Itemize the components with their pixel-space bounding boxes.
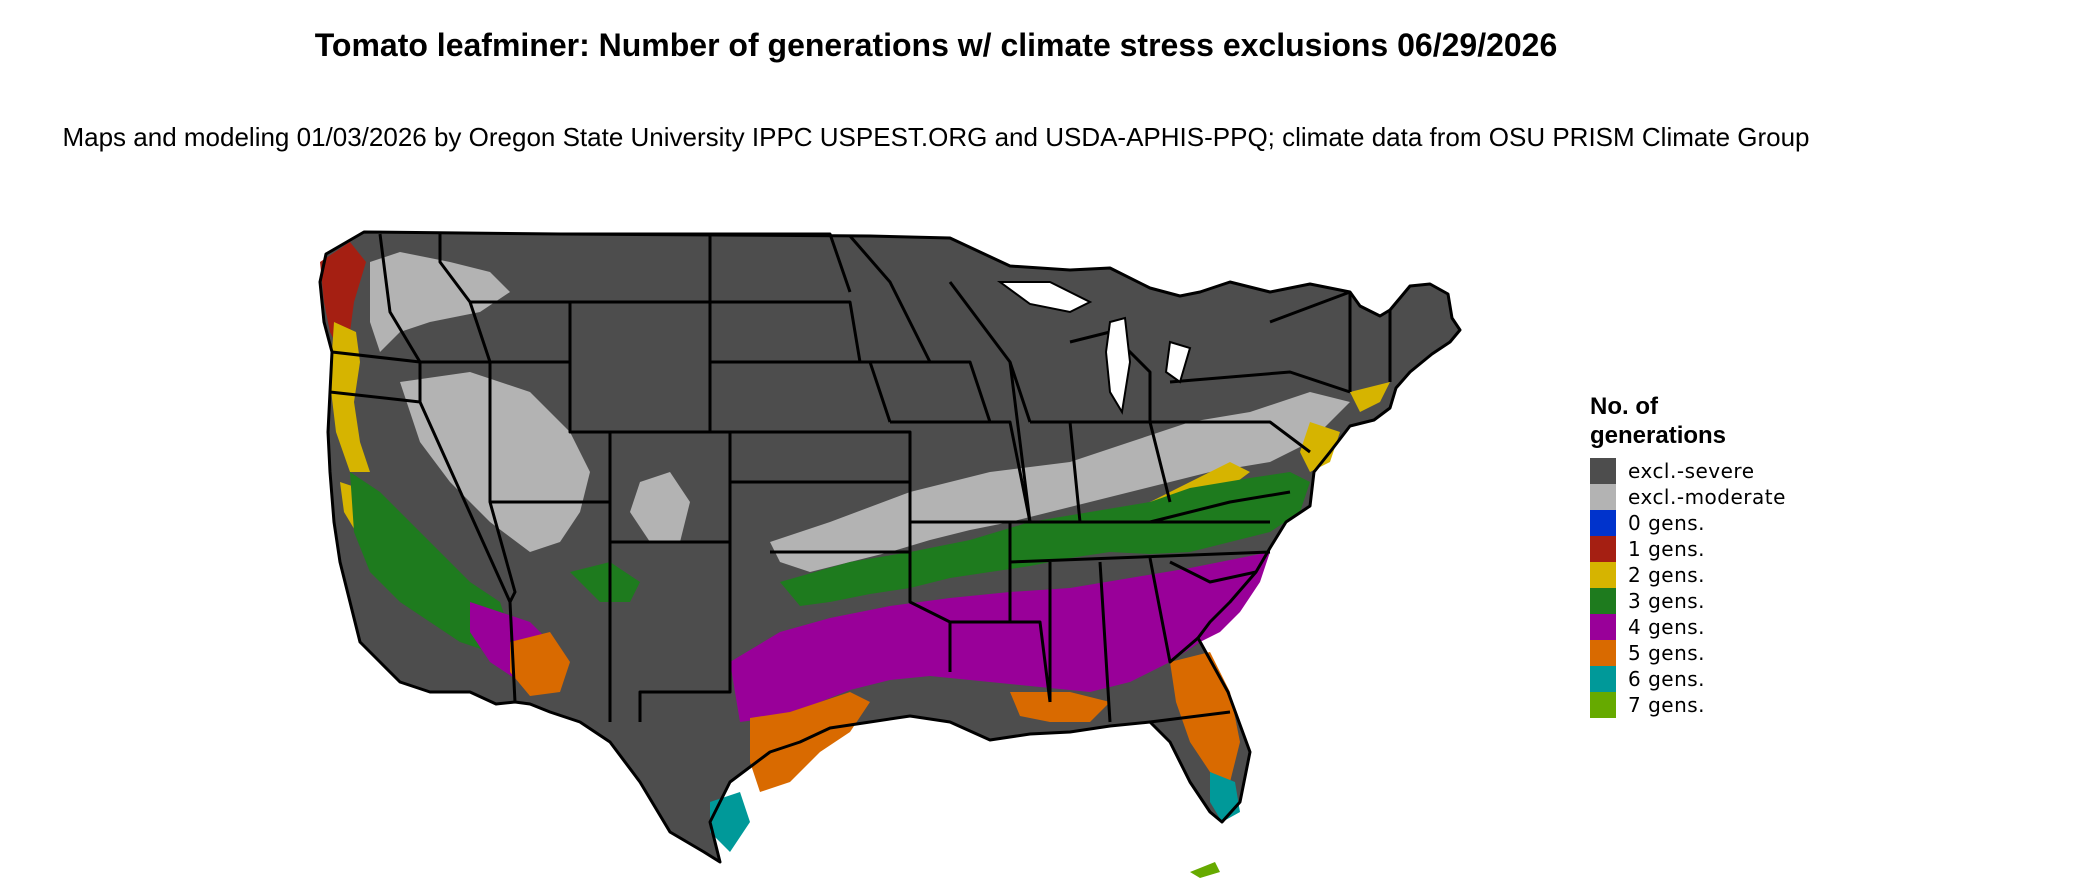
map-subtitle: Maps and modeling 01/03/2026 by Oregon S… <box>62 122 1810 152</box>
zone-5-gens <box>510 632 1240 792</box>
legend-label: 2 gens. <box>1628 563 1706 587</box>
legend-label: 3 gens. <box>1628 589 1706 613</box>
legend-item: 6 gens. <box>1590 666 1890 692</box>
legend-item: excl.-moderate <box>1590 484 1890 510</box>
legend-item: 3 gens. <box>1590 588 1890 614</box>
legend-swatch <box>1590 562 1616 588</box>
zone-excl-moderate <box>370 252 1350 572</box>
legend-label: 5 gens. <box>1628 641 1706 665</box>
legend-label: excl.-severe <box>1628 459 1755 483</box>
legend-items: excl.-severe excl.-moderate 0 gens. 1 gens.… <box>1590 458 1890 718</box>
legend-label: 0 gens. <box>1628 511 1706 535</box>
legend-item: 5 gens. <box>1590 640 1890 666</box>
zone-3-gens <box>350 472 1310 652</box>
state-boundaries <box>318 230 1462 864</box>
great-lakes <box>996 281 1192 415</box>
legend-swatch <box>1590 666 1616 692</box>
map-title: Tomato leafminer: Number of generations … <box>314 27 1558 63</box>
zone-6-gens <box>710 772 1240 852</box>
us-generations-map <box>318 230 1462 878</box>
legend: No. of generations excl.-severe excl.-mod… <box>1590 392 1890 718</box>
legend-label: 4 gens. <box>1628 615 1706 639</box>
legend-swatch <box>1590 588 1616 614</box>
legend-label: 7 gens. <box>1628 693 1706 717</box>
legend-swatch <box>1590 536 1616 562</box>
legend-item: 4 gens. <box>1590 614 1890 640</box>
legend-swatch <box>1590 614 1616 640</box>
legend-item: 2 gens. <box>1590 562 1890 588</box>
legend-swatch <box>1590 510 1616 536</box>
zone-1-gens <box>320 242 366 352</box>
legend-label: 6 gens. <box>1628 667 1706 691</box>
legend-swatch <box>1590 458 1616 484</box>
legend-item: 0 gens. <box>1590 510 1890 536</box>
legend-label: excl.-moderate <box>1628 485 1786 509</box>
legend-label: 1 gens. <box>1628 537 1706 561</box>
legend-swatch <box>1590 692 1616 718</box>
legend-swatch <box>1590 484 1616 510</box>
zone-4-gens <box>470 552 1270 722</box>
zone-7-gens <box>1190 862 1220 878</box>
legend-item: 1 gens. <box>1590 536 1890 562</box>
legend-item: excl.-severe <box>1590 458 1890 484</box>
legend-swatch <box>1590 640 1616 666</box>
legend-title: No. of generations <box>1590 393 1727 449</box>
legend-item: 7 gens. <box>1590 692 1890 718</box>
